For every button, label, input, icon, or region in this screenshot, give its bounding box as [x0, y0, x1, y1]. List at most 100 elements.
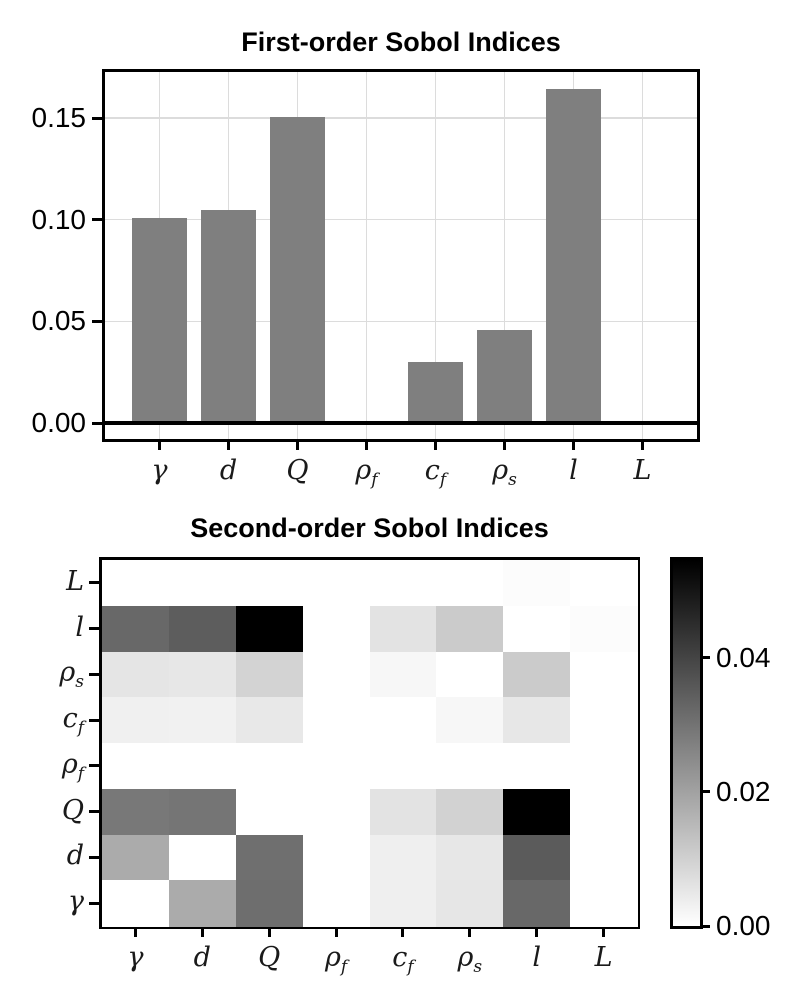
- heatmap-cell: [168, 697, 237, 744]
- x-tick-label: Q: [286, 455, 309, 486]
- colorbar-tick: [700, 790, 710, 794]
- heatmap-y-tick: [89, 764, 99, 768]
- heatmap-cell: [235, 560, 304, 607]
- heatmap-y-tick: [89, 627, 99, 631]
- heatmap-cell: [503, 834, 571, 881]
- bar: [270, 117, 325, 423]
- heatmap-cell: [503, 743, 571, 790]
- heatmap-cell: [168, 880, 237, 927]
- heatmap-x-tick-label: Q: [258, 942, 281, 973]
- heatmap-cell: [302, 834, 370, 881]
- bar: [408, 361, 463, 423]
- heatmap-cell: [570, 743, 638, 790]
- gridline-horizontal: [105, 218, 697, 221]
- heatmap-cell: [168, 560, 237, 607]
- heatmap-cell: [369, 880, 437, 927]
- heatmap-cell: [436, 788, 504, 835]
- y-tick-label: 0.10: [31, 203, 87, 235]
- heatmap-cell: [570, 560, 638, 607]
- heatmap-cell: [102, 605, 170, 652]
- heatmap-cell: [168, 743, 237, 790]
- heatmap-cell: [302, 788, 370, 835]
- gridline-vertical: [641, 72, 644, 439]
- heatmap-cell: [102, 743, 170, 790]
- x-tick: [572, 439, 575, 450]
- heatmap-x-tick-label: ρs: [457, 942, 483, 977]
- heatmap-x-tick-label: L: [594, 942, 613, 973]
- heatmap-cell: [302, 560, 370, 607]
- heatmap-y-tick: [89, 718, 99, 722]
- x-tick-label: d: [219, 455, 238, 486]
- heatmap-cell: [302, 880, 370, 927]
- heatmap-y-tick-label: Q: [61, 794, 84, 826]
- x-tick: [641, 439, 644, 450]
- heatmap-cell: [235, 605, 304, 652]
- heatmap-y-tick-label: l: [75, 611, 84, 643]
- heatmap-cell: [503, 560, 571, 607]
- heatmap-cell: [102, 651, 170, 698]
- heatmap-y-tick: [89, 855, 99, 859]
- heatmap-cell: [102, 788, 170, 835]
- heatmap-y-tick: [89, 901, 99, 905]
- heatmap-cell: [369, 651, 437, 698]
- heatmap-cell: [302, 697, 370, 744]
- heatmap-cell: [102, 880, 170, 927]
- heatmap-y-tick: [89, 810, 99, 814]
- heatmap-cell: [570, 697, 638, 744]
- x-tick-label: γ: [151, 455, 168, 486]
- heatmap-cell: [436, 651, 504, 698]
- colorbar: [670, 557, 703, 929]
- heatmap-cell: [235, 743, 304, 790]
- gridline-vertical: [503, 72, 506, 439]
- x-tick: [503, 439, 506, 450]
- heatmap-cell: [369, 834, 437, 881]
- heatmap-cell: [436, 697, 504, 744]
- heatmap-title: Second-order Sobol Indices: [190, 513, 549, 543]
- heatmap-cell: [369, 743, 437, 790]
- heatmap-cell: [503, 880, 571, 927]
- gridline-horizontal: [105, 117, 697, 119]
- heatmap-cell: [436, 880, 504, 927]
- heatmap-cell: [102, 834, 170, 881]
- heatmap-cell: [503, 651, 571, 698]
- x-tick: [365, 439, 368, 450]
- heatmap-cell: [503, 788, 571, 835]
- heatmap-cell: [436, 743, 504, 790]
- colorbar-tick-label: 0.04: [716, 641, 771, 673]
- bar: [477, 330, 532, 423]
- gridline-vertical: [365, 72, 368, 439]
- bar: [546, 88, 601, 423]
- heatmap-cell: [570, 605, 638, 652]
- heatmap-cell: [570, 880, 638, 927]
- heatmap-cell: [369, 605, 437, 652]
- heatmap-cell: [102, 560, 170, 607]
- heatmap-x-tick: [602, 926, 606, 937]
- heatmap-y-tick: [89, 672, 99, 676]
- x-tick: [434, 439, 437, 450]
- heatmap-y-tick: [89, 581, 99, 585]
- colorbar-tick-label: 0.02: [716, 775, 771, 807]
- x-tick: [158, 439, 161, 450]
- heatmap-y-tick-label: γ: [67, 886, 84, 918]
- x-tick-label: cf: [424, 455, 447, 490]
- x-tick-label: L: [633, 455, 652, 486]
- heatmap-x-tick: [334, 926, 338, 937]
- heatmap-cell: [570, 834, 638, 881]
- y-tick-label: 0.05: [31, 305, 87, 337]
- heatmap-cell: [369, 788, 437, 835]
- heatmap-x-tick-label: l: [532, 942, 541, 973]
- colorbar-gradient: [673, 560, 700, 926]
- heatmap-x-tick-label: ρf: [324, 942, 348, 977]
- heatmap-y-tick-label: ρf: [61, 748, 84, 784]
- heatmap-cell: [503, 697, 571, 744]
- bar: [201, 209, 256, 423]
- gridline-horizontal: [105, 320, 697, 323]
- heatmap-cell: [369, 697, 437, 744]
- heatmap-cell: [235, 697, 304, 744]
- bar-plot-area: [102, 69, 700, 442]
- heatmap-x-tick: [200, 926, 204, 937]
- heatmap-cell: [168, 788, 237, 835]
- heatmap-x-tick: [401, 926, 405, 937]
- heatmap-cell: [436, 834, 504, 881]
